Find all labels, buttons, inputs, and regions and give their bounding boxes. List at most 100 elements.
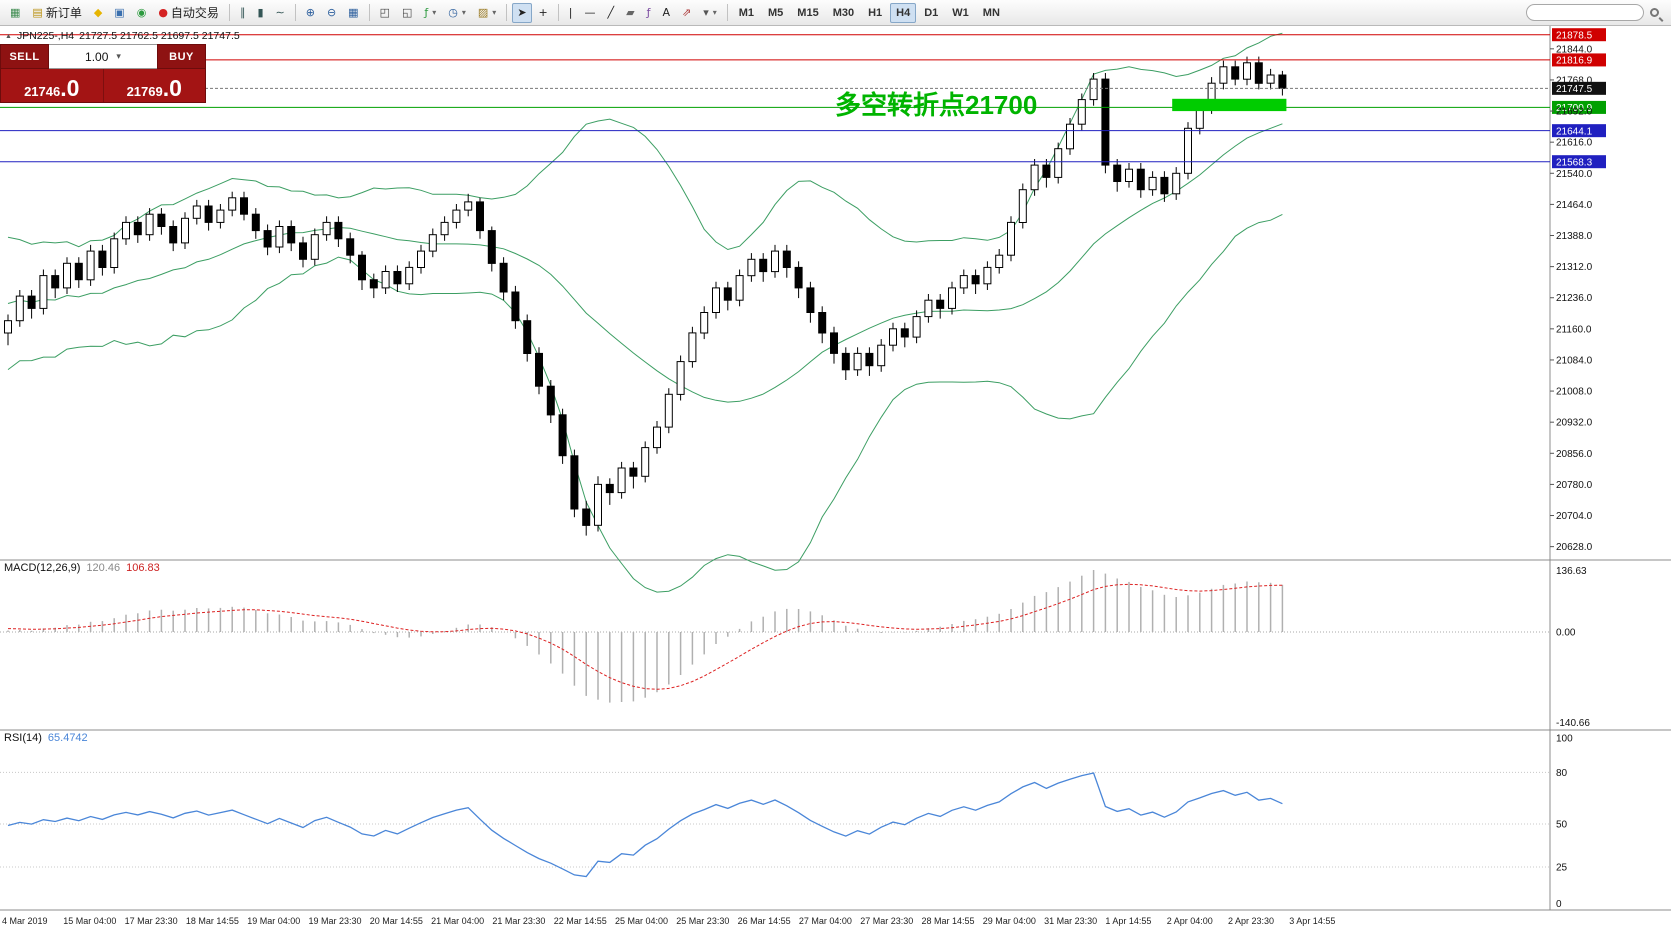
chart-bars-button[interactable]: ∥ (235, 3, 251, 23)
volume-stepper[interactable]: 1.00 ▾ (49, 44, 157, 69)
tile-windows-button[interactable]: ▦ (343, 3, 363, 23)
candle-body (546, 385, 555, 416)
search-input[interactable] (1526, 4, 1644, 21)
candle-body (381, 271, 390, 289)
candle-body (145, 213, 154, 236)
bollinger-middle-band (7, 123, 1283, 403)
crosshair-button[interactable]: + (534, 3, 553, 23)
arrows-tool-button[interactable]: ⇗ (677, 3, 696, 23)
shapes-button[interactable]: ▾ ▾ (698, 3, 722, 23)
new-chart-button[interactable]: ▦ (5, 3, 25, 23)
buy-price-fraction: .0 (162, 75, 182, 102)
sell-button[interactable]: SELL (0, 44, 49, 69)
candle-body (570, 455, 579, 510)
macd-axis-label: -140.66 (1556, 718, 1590, 729)
price-axis-label: 21008.0 (1556, 387, 1593, 398)
auto-trading-label: 自动交易 (170, 6, 219, 20)
fibonacci-button[interactable]: ƒ (642, 3, 656, 23)
candle-body (1113, 164, 1122, 183)
trade-prices-row: 21746 .0 21769 .0 (0, 69, 206, 103)
trendline-button[interactable]: ╱ (602, 3, 619, 23)
new-order-button[interactable]: ▤ 新订单 (27, 3, 86, 23)
time-axis-label: 29 Mar 04:00 (983, 916, 1036, 926)
text-label-button[interactable]: A (657, 3, 675, 23)
support-zone-highlight[interactable] (1172, 98, 1287, 112)
timeframe-m5-button[interactable]: M5 (768, 6, 784, 19)
candle-body (971, 275, 980, 285)
volume-dropdown-icon[interactable]: ▾ (116, 51, 121, 61)
main-toolbar: ▦ ▤ 新订单 ◆ ▣ ◉ ● 自动交易 ∥ ▮ ∼ ⊕ ⊖ ▦ ◰ ◱ ƒ ▾ ◷ ▾ ▨ ▾ ➤ + | — ╱ ▰ ƒ A ⇗ ▾ ▾ M… (0, 0, 1671, 26)
volume-value[interactable]: 1.00 (85, 49, 109, 64)
candle-body (1219, 66, 1228, 84)
toolbar-separator (294, 4, 296, 21)
candle-body (723, 287, 732, 301)
market-watch-button[interactable]: ▣ (109, 3, 129, 23)
arrange-cascade-button[interactable]: ◱ (397, 3, 417, 23)
candle-body (204, 205, 213, 223)
timeframe-h4-button[interactable]: H4 (890, 2, 917, 23)
rsi-value: 65.4742 (47, 732, 88, 744)
timeframe-m15-button[interactable]: M15 (797, 6, 819, 19)
vertical-line-button[interactable]: | (564, 3, 578, 23)
zoom-out-button[interactable]: ⊖ (322, 3, 341, 23)
zoom-in-icon: ⊕ (305, 6, 315, 19)
zoom-in-button[interactable]: ⊕ (301, 3, 320, 23)
chart-candles-button[interactable]: ▮ (252, 3, 268, 23)
candle-body (641, 447, 650, 477)
timeframe-m1-button[interactable]: M1 (738, 6, 755, 19)
indicators-add-button[interactable]: ƒ ▾ (419, 3, 441, 23)
vertical-line-icon: | (568, 6, 573, 19)
equidistant-channel-button[interactable]: ▰ (621, 3, 639, 23)
arrange-windows-button[interactable]: ◰ (375, 3, 395, 23)
periods-button[interactable]: ◷ ▾ (443, 3, 471, 23)
chart-canvas[interactable]: 21878.5 21816.9 21747.5 21700.9 21644.1 21568… (0, 26, 1671, 941)
data-window-button[interactable]: ◉ (132, 3, 152, 23)
candle-body (310, 234, 319, 260)
candle-body (747, 258, 756, 277)
buy-price[interactable]: 21769 .0 (104, 69, 206, 102)
auto-trading-button[interactable]: ● 自动交易 (153, 3, 224, 23)
timeframe-m30-button[interactable]: M30 (832, 6, 855, 19)
sell-price-main: 21746 (24, 84, 61, 99)
candle-body (464, 201, 473, 211)
buy-button[interactable]: BUY (157, 44, 206, 69)
arrange-cascade-icon: ◱ (401, 6, 413, 19)
timeframe-buttons-group: M1 M5 M15 M30 H1 H4 D1 W1 MN (732, 2, 1007, 23)
price-badge (1552, 28, 1606, 42)
chart-line-button[interactable]: ∼ (271, 3, 290, 23)
candle-body (476, 201, 484, 232)
timeframe-mn-button[interactable]: MN (982, 6, 1000, 19)
horizontal-line-button[interactable]: — (579, 3, 600, 23)
candle-body (653, 426, 661, 449)
price-badge-label: 21816.9 (1556, 56, 1593, 67)
rsi-axis-label: 80 (1556, 768, 1568, 779)
templates-dropdown-icon[interactable]: ▾ (492, 8, 497, 17)
cursor-button[interactable]: ➤ (512, 2, 532, 23)
candle-body (1018, 189, 1027, 223)
candle-body (1184, 127, 1192, 174)
metaquotes-button[interactable]: ◆ (89, 3, 107, 23)
timeframe-w1-button[interactable]: W1 (952, 6, 969, 19)
candle-body (27, 295, 36, 309)
candle-body (983, 266, 992, 285)
templates-button[interactable]: ▨ ▾ (473, 3, 501, 23)
time-axis-label: 27 Mar 23:30 (860, 916, 913, 926)
timeframe-h1-button[interactable]: H1 (868, 6, 883, 19)
candle-body (1030, 164, 1039, 191)
indicators-add-dropdown-icon[interactable]: ▾ (432, 8, 437, 17)
chart-bars-icon: ∥ (239, 6, 246, 19)
candle-body (1089, 78, 1098, 101)
candle-body (676, 361, 685, 395)
candle-body (393, 271, 402, 285)
periods-dropdown-icon[interactable]: ▾ (461, 8, 466, 17)
toolbar-search (1526, 4, 1659, 21)
fibonacci-icon: ƒ (646, 6, 651, 19)
shapes-dropdown-icon[interactable]: ▾ (712, 8, 717, 17)
sell-price[interactable]: 21746 .0 (1, 69, 104, 102)
rsi-name: RSI(14) (4, 732, 42, 744)
new-order-icon: ▤ (32, 6, 43, 19)
timeframe-d1-button[interactable]: D1 (924, 6, 939, 19)
search-icon[interactable] (1650, 8, 1659, 17)
candle-body (1136, 168, 1145, 191)
candle-body (428, 234, 437, 252)
